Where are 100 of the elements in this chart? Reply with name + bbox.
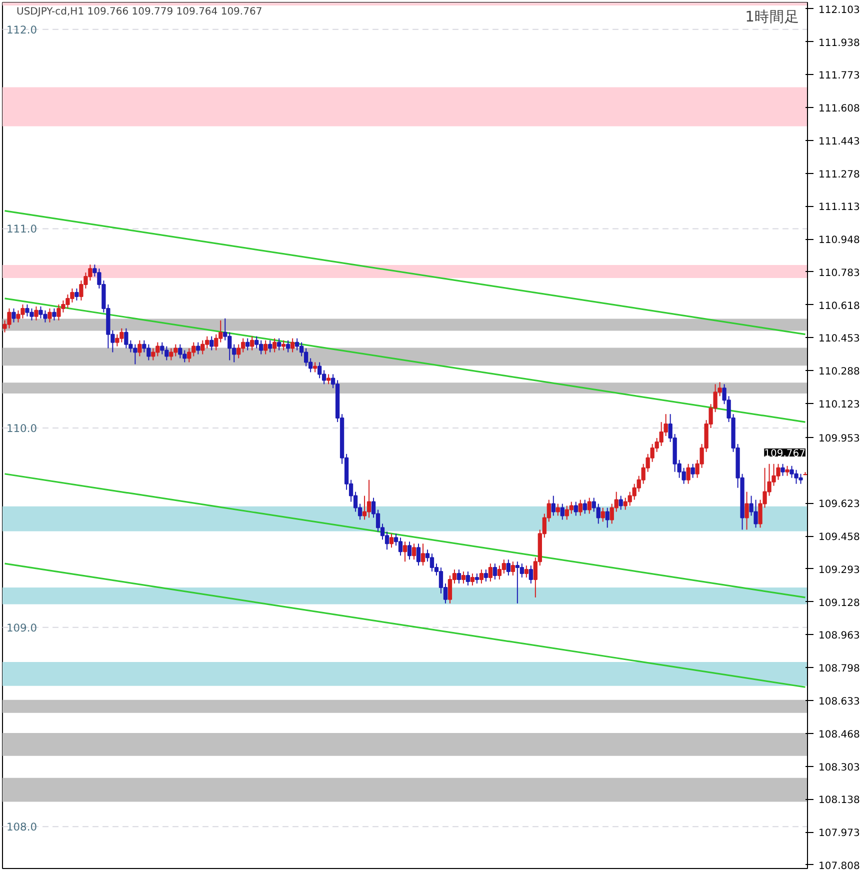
y-tick-label: 111.113 bbox=[818, 202, 860, 214]
candlestick bbox=[420, 543, 426, 566]
candlestick bbox=[484, 569, 488, 582]
candlestick bbox=[506, 559, 511, 576]
ref-line-label: 110.0 bbox=[6, 422, 38, 436]
y-tick-label: 110.783 bbox=[818, 268, 860, 279]
candlestick bbox=[34, 306, 38, 321]
candlestick bbox=[488, 563, 493, 582]
candlestick bbox=[160, 342, 164, 355]
y-tick-label: 108.303 bbox=[818, 762, 860, 774]
candlestick bbox=[294, 338, 300, 351]
y-tick-label: 108.963 bbox=[818, 630, 860, 642]
candlestick bbox=[596, 503, 600, 524]
candlestick bbox=[254, 336, 259, 349]
candlestick bbox=[430, 553, 434, 572]
candlestick bbox=[502, 559, 506, 574]
candlestick bbox=[52, 308, 56, 321]
annotation: 109.767 bbox=[764, 448, 806, 460]
candlestick bbox=[277, 338, 282, 351]
y-tick-label: 112.103 bbox=[818, 4, 860, 16]
candlestick bbox=[272, 338, 277, 353]
candlestick bbox=[618, 495, 623, 510]
candlestick bbox=[286, 340, 290, 353]
candlestick bbox=[600, 507, 605, 522]
candlestick bbox=[682, 467, 686, 484]
y-tick-label: 111.773 bbox=[818, 70, 860, 82]
candlestick bbox=[551, 495, 556, 516]
y-tick-label: 109.128 bbox=[818, 598, 860, 609]
y-tick-label: 110.288 bbox=[818, 366, 860, 378]
candlestick bbox=[605, 507, 610, 528]
candlestick bbox=[474, 573, 480, 584]
candlestick bbox=[138, 340, 142, 357]
candlestick bbox=[362, 495, 367, 520]
annotation: 1時間足 bbox=[745, 8, 800, 26]
candlestick bbox=[560, 503, 564, 520]
candlestick bbox=[389, 533, 394, 548]
ref-line-label: 112.0 bbox=[6, 23, 38, 36]
y-tick-label: 111.608 bbox=[818, 104, 860, 115]
candlestick bbox=[686, 463, 690, 484]
candlestick bbox=[479, 569, 484, 584]
candlestick bbox=[48, 308, 52, 323]
candlestick bbox=[312, 362, 318, 373]
candlestick bbox=[151, 348, 156, 361]
y-tick-label: 110.618 bbox=[818, 300, 860, 312]
y-tick-label: 108.468 bbox=[818, 729, 860, 740]
candlestick bbox=[246, 338, 250, 351]
candlestick bbox=[178, 344, 182, 359]
candlestick bbox=[416, 543, 421, 566]
candlestick bbox=[398, 537, 403, 556]
y-tick-label: 108.633 bbox=[818, 696, 860, 708]
candlestick bbox=[268, 340, 272, 353]
candlestick bbox=[492, 563, 498, 580]
y-tick-label: 111.443 bbox=[818, 136, 860, 148]
candlestick bbox=[282, 340, 286, 351]
y-tick-label: 111.938 bbox=[818, 38, 860, 49]
candlestick bbox=[412, 543, 416, 560]
candlestick bbox=[528, 565, 533, 584]
candlestick bbox=[200, 340, 205, 355]
candlestick bbox=[326, 374, 331, 385]
y-tick-label: 111.278 bbox=[818, 169, 860, 180]
candlestick bbox=[402, 541, 408, 562]
y-tick-label: 107.973 bbox=[818, 828, 860, 840]
y-tick-label: 110.453 bbox=[818, 334, 860, 345]
candlestick bbox=[322, 370, 326, 385]
y-tick-label: 109.293 bbox=[818, 564, 860, 576]
candlestick bbox=[556, 503, 560, 516]
y-tick-label: 110.123 bbox=[818, 400, 860, 411]
candlestick bbox=[264, 340, 268, 355]
candlestick bbox=[407, 541, 412, 560]
candlestick bbox=[587, 497, 592, 514]
candlestick bbox=[142, 340, 146, 353]
y-tick-label: 108.798 bbox=[818, 664, 860, 675]
y-tick-label: 108.138 bbox=[818, 795, 860, 806]
candlestick bbox=[196, 342, 200, 355]
candlestick bbox=[520, 563, 524, 578]
candlestick bbox=[690, 463, 695, 478]
candlestick bbox=[578, 499, 582, 516]
candlestick bbox=[461, 571, 466, 584]
candlestick bbox=[456, 569, 462, 584]
chart-title: USDJPY-cd,H1 109.766 109.779 109.764 109.767 bbox=[16, 6, 262, 18]
ref-line-label: 108.0 bbox=[6, 820, 38, 834]
y-tick-label: 109.458 bbox=[818, 532, 860, 544]
candlestick bbox=[470, 573, 475, 586]
candlestick bbox=[466, 571, 470, 586]
candlestick bbox=[366, 479, 372, 518]
candlestick bbox=[744, 491, 749, 530]
candlestick bbox=[582, 499, 587, 514]
ref-line-label: 111.0 bbox=[6, 222, 38, 236]
candlestick bbox=[448, 575, 452, 604]
candlestick bbox=[515, 561, 520, 604]
candlestick bbox=[236, 344, 241, 359]
y-tick-label: 110.948 bbox=[818, 235, 860, 246]
y-tick-label: 109.623 bbox=[818, 499, 860, 510]
candlestick bbox=[510, 561, 516, 576]
candlestick bbox=[384, 531, 390, 550]
candlestick bbox=[12, 308, 16, 323]
candlestick bbox=[250, 336, 254, 351]
candlestick bbox=[785, 465, 790, 476]
candlestick bbox=[524, 565, 528, 578]
candlestick bbox=[124, 328, 128, 349]
